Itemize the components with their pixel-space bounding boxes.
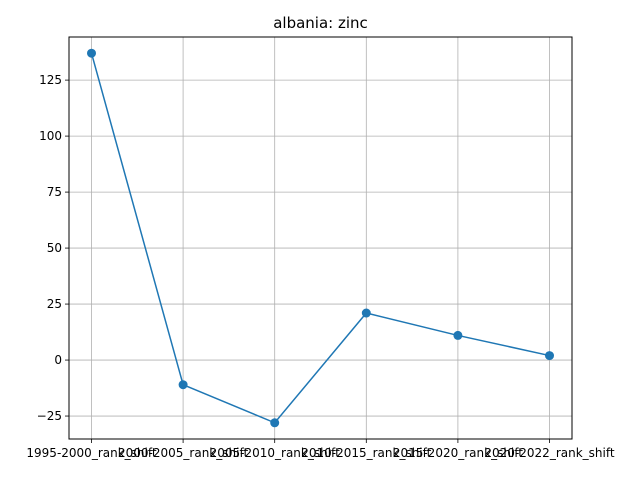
axis-ticks: 1995-2000_rank_shift2000-2005_rank_shift… [26,73,614,460]
y-tick-label: 0 [54,353,62,367]
series-layer [87,48,554,428]
data-point [178,380,188,390]
data-point [87,48,96,58]
y-tick-label: 125 [39,73,62,87]
y-tick-label: −25 [37,409,62,423]
y-tick-label: 100 [39,129,62,143]
x-tick-label: 2020-2022_rank_shift [484,446,614,460]
plot-area-frame [68,36,573,440]
x-tick-label: 2005-2010_rank_shift [210,446,340,460]
y-tick-label: 25 [47,297,62,311]
series-line [90,53,550,424]
data-point [270,418,280,428]
data-point [361,308,371,318]
x-tick-label: 2000-2005_rank_shift [118,446,248,460]
y-tick-label: 50 [47,241,62,255]
x-tick-label: 1995-2000_rank_shift [26,446,156,460]
grid-lines [69,37,572,439]
data-point [453,330,463,340]
y-tick-label: 75 [47,185,62,199]
x-tick-label: 2015-2020_rank_shift [393,446,523,460]
data-point [545,351,554,361]
chart-title: albania: zinc [273,14,368,32]
x-tick-label: 2010-2015_rank_shift [301,446,431,460]
